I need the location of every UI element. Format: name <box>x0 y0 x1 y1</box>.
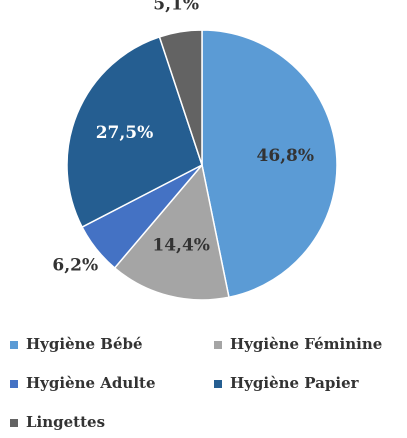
legend-label: Hygiène Adulte <box>26 374 156 392</box>
legend-swatch <box>10 419 18 427</box>
data-label: 6,2% <box>52 255 98 275</box>
pie-slice <box>113 163 230 301</box>
data-label: 46,8% <box>256 146 314 166</box>
legend-label: Lingettes <box>26 413 105 431</box>
pie-slice <box>66 35 203 229</box>
data-label: 27,5% <box>96 123 154 143</box>
pie-slice <box>201 29 338 299</box>
legend-label: Hygiène Bébé <box>26 335 143 353</box>
legend-swatch <box>214 341 222 349</box>
legend-label: Hygiène Féminine <box>230 335 382 353</box>
legend-swatch <box>214 380 222 388</box>
legend-label: Hygiène Papier <box>230 374 360 392</box>
legend-swatch <box>10 341 18 349</box>
legend-swatch <box>10 380 18 388</box>
data-label: 14,4% <box>152 236 210 256</box>
data-label: 5,1% <box>153 0 199 15</box>
pie-slice <box>158 29 203 166</box>
